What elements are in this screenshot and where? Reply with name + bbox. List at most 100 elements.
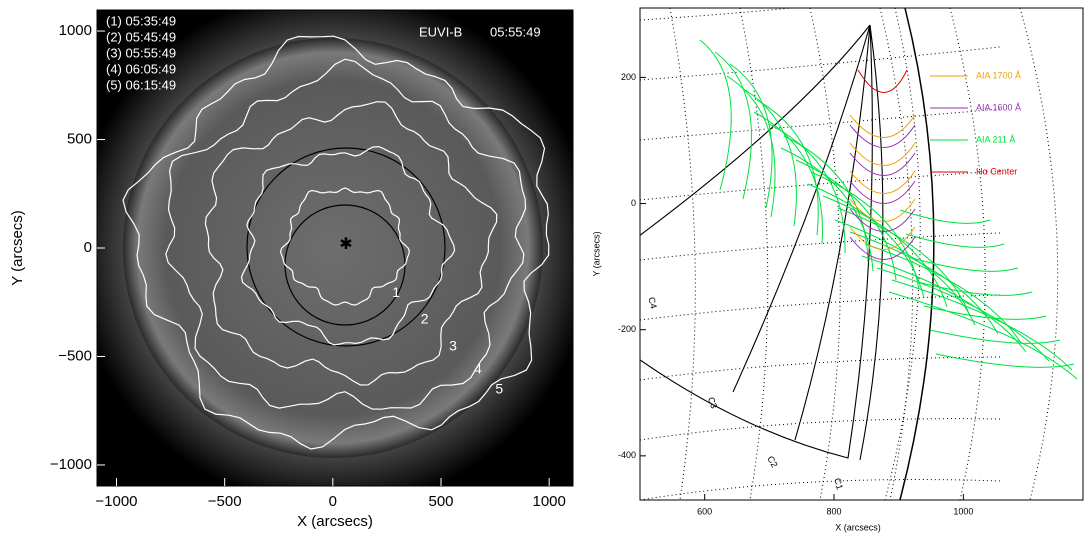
front-arc [699,39,732,191]
left-panel: ✱ EUVI-B 05:55:49 X (arcsecs) Y (arcsecs… [9,9,574,530]
instrument: EUVI-B [419,24,462,39]
right-panel: X (arcsecs) Y (arcsecs) [591,7,1084,532]
y-tick-label: 500 [67,130,92,147]
front-arc [834,219,976,326]
fit-circle [246,147,446,347]
front-arc [849,114,916,138]
front-arc [756,99,819,236]
front-arc [810,171,920,290]
front-arc [849,124,916,148]
front-arc [849,142,916,166]
front-arc [768,123,846,254]
legend-label: Hα Center [976,166,1017,176]
x-tick-label: 600 [697,506,712,516]
legend-label: AIA 211 Å [976,134,1015,144]
front-arc [861,255,1027,353]
front-contour [204,101,498,386]
x-tick-label: −1000 [95,493,137,510]
x-axis-label: X (arcsecs) [835,522,881,532]
grid-parallel [640,418,1001,441]
contour-label: 4 [474,361,482,377]
grid-parallel [640,108,1001,141]
curve-label: C1 [832,477,845,491]
x-axis-label: X (arcsecs) [297,513,373,530]
front-arc [876,267,1050,362]
x-tick-label: 500 [429,493,454,510]
plot-frame [639,7,1084,501]
time-legend: (4) 06:05:49 [106,61,176,76]
wedge [640,24,884,461]
front-arc [849,226,916,250]
grid-meridian [879,8,914,500]
front-arc [917,281,1033,296]
front-arc [905,233,1005,248]
front-arc [849,170,916,194]
timestamp: 05:55:49 [490,24,541,39]
front-arc [929,329,1061,344]
legend-label: AIA 1600 Å [976,102,1021,112]
front-arc [726,75,776,218]
front-arc [891,279,1073,371]
grid-meridian [600,8,623,500]
grid-parallel [640,356,1001,381]
contour-label: 3 [449,337,457,353]
y-axis-label: Y (arcsecs) [9,210,26,286]
front-arc [741,87,797,227]
x-tick-label: 0 [329,493,337,510]
grid-meridian [1019,8,1059,500]
front-arc [935,353,1075,368]
time-legend: (3) 05:55:49 [106,45,176,60]
grid-parallel [640,294,1001,321]
curve-label: C2 [765,454,779,469]
time-legend: (5) 06:15:49 [106,77,176,92]
contour-label: 2 [421,311,429,327]
front-arc [837,207,971,317]
contour-label: 1 [392,284,400,300]
y-tick-label: 200 [621,72,636,82]
x-tick-label: −500 [208,493,242,510]
front-arc [857,69,908,93]
contour-label: 5 [495,381,503,397]
x-tick-label: 1000 [533,493,566,510]
curve-label: C4 [646,296,659,310]
grid-meridian [949,8,986,500]
y-axis-label: Y (arcsecs) [591,231,601,276]
front-contour [240,145,456,346]
front-arc [849,208,916,232]
front-arc [888,291,1078,380]
flare-marker: ✱ [339,236,352,253]
limb [884,8,921,500]
front-arc [753,111,823,245]
time-legend: (1) 05:35:49 [106,13,176,28]
y-tick-label: 0 [631,198,636,208]
limb [899,8,935,500]
y-tick-label: 0 [84,239,92,256]
front-arc [795,159,897,281]
grid-parallel [640,170,1001,201]
time-legend: (2) 05:45:49 [106,29,176,44]
grid-parallel [640,232,1001,261]
front-arc [849,236,916,260]
front-contour [279,187,411,306]
curve-label: C3 [706,396,719,410]
front-arc [911,257,1019,272]
legend-label: AIA 1700 Å [976,70,1021,80]
front-arc [923,305,1047,320]
y-tick-label: −500 [58,347,92,364]
front-arc [849,180,916,204]
front-arc [780,147,874,272]
front-arc [714,51,752,200]
y-tick-label: −1000 [50,456,92,473]
front-arc [849,152,916,176]
front-contour [122,35,550,450]
y-tick-label: -200 [618,324,636,334]
x-tick-label: 1000 [953,506,973,516]
x-tick-label: 800 [826,506,841,516]
grid-meridian [809,8,841,500]
y-tick-label: 1000 [59,22,92,39]
grid-parallel [640,8,797,21]
solar-disk [123,38,543,458]
y-tick-label: -400 [618,450,636,460]
